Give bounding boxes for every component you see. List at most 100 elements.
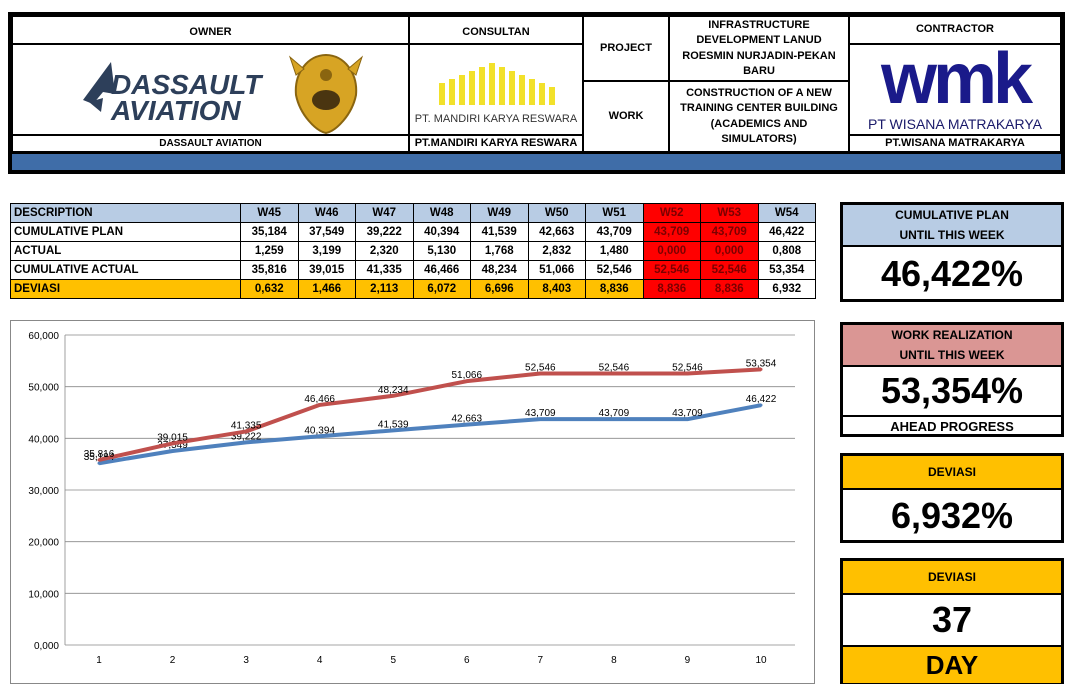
contractor-logo-area: wmk PT WISANA MATRAKARYA bbox=[849, 39, 1061, 135]
y-tick-label: 10,000 bbox=[28, 589, 59, 600]
table-cell: 52,546 bbox=[585, 260, 644, 280]
week-header: W49 bbox=[470, 203, 529, 223]
table-cell: 1,768 bbox=[470, 241, 529, 261]
table-cell: 6,696 bbox=[470, 279, 529, 299]
row-label: ACTUAL bbox=[10, 241, 241, 261]
table-cell: 0,000 bbox=[700, 241, 759, 261]
table-row-cumulative-actual: CUMULATIVE ACTUAL 35,816 39,015 41,335 4… bbox=[10, 260, 816, 280]
table-cell: 37,549 bbox=[297, 222, 356, 242]
x-tick-label: 5 bbox=[390, 655, 396, 666]
data-label-plan: 42,663 bbox=[451, 414, 482, 425]
air-force-emblem-icon bbox=[288, 53, 364, 135]
data-point-plan bbox=[685, 417, 689, 421]
plan-card-title: CUMULATIVE PLAN UNTIL THIS WEEK bbox=[843, 205, 1061, 247]
progress-chart: 0,000 10,000 20,000 30,000 40,000 50,000 60,00… bbox=[10, 320, 815, 684]
work-card-status: AHEAD PROGRESS bbox=[890, 419, 1014, 434]
work-card-title-line1: WORK REALIZATION bbox=[891, 328, 1013, 342]
days-card-value: 37 bbox=[843, 595, 1061, 647]
table-cell: 35,816 bbox=[240, 260, 299, 280]
table-cell: 43,709 bbox=[642, 222, 701, 242]
table-cell: 5,130 bbox=[412, 241, 471, 261]
data-point-actual bbox=[171, 441, 175, 445]
data-label-actual: 51,066 bbox=[451, 370, 482, 381]
table-header-description: DESCRIPTION bbox=[10, 203, 241, 223]
week-header-highlight: W53 bbox=[700, 203, 759, 223]
data-label-plan: 37,549 bbox=[157, 440, 188, 451]
data-point-plan bbox=[171, 449, 175, 453]
table-cell: 52,546 bbox=[642, 260, 701, 280]
table-cell: 2,832 bbox=[527, 241, 586, 261]
progress-line-chart: 0,000 10,000 20,000 30,000 40,000 50,000 60,00… bbox=[28, 331, 795, 666]
days-card-title: DEVIASI bbox=[843, 561, 1061, 595]
header-divider-bar bbox=[12, 152, 1061, 170]
data-point-plan bbox=[538, 417, 542, 421]
x-tick-label: 1 bbox=[96, 655, 102, 666]
work-card-title: WORK REALIZATION UNTIL THIS WEEK bbox=[843, 325, 1061, 367]
y-tick-label: 20,000 bbox=[28, 538, 59, 549]
project-label: PROJECT bbox=[583, 16, 669, 81]
data-point-actual bbox=[538, 372, 542, 376]
data-point-actual bbox=[465, 379, 469, 383]
data-label-plan: 46,422 bbox=[746, 394, 777, 405]
series-line-plan bbox=[98, 403, 762, 466]
table-cell: 40,394 bbox=[412, 222, 471, 242]
week-header: W45 bbox=[240, 203, 299, 223]
data-point-plan bbox=[391, 428, 395, 432]
table-cell: 41,539 bbox=[470, 222, 529, 242]
consultant-logo-text: PT. MANDIRI KARYA RESWARA bbox=[414, 113, 578, 125]
data-point-actual bbox=[97, 458, 101, 462]
data-label-actual: 52,546 bbox=[672, 363, 703, 374]
table-row-actual: ACTUAL 1,259 3,199 2,320 5,130 1,768 2,8… bbox=[10, 241, 816, 261]
row-label: CUMULATIVE ACTUAL bbox=[10, 260, 241, 280]
table-cell: 2,113 bbox=[355, 279, 414, 299]
table-cell: 0,000 bbox=[642, 241, 701, 261]
data-label-plan: 39,222 bbox=[231, 431, 262, 442]
table-cell: 3,199 bbox=[297, 241, 356, 261]
x-tick-label: 4 bbox=[317, 655, 323, 666]
x-tick-label: 6 bbox=[464, 655, 470, 666]
data-label-plan: 43,709 bbox=[672, 408, 703, 419]
week-header: W54 bbox=[757, 203, 816, 223]
y-tick-label: 60,000 bbox=[28, 331, 59, 342]
data-label-plan: 35,184 bbox=[84, 452, 115, 463]
table-cell: 53,354 bbox=[757, 260, 816, 280]
table-cell: 46,466 bbox=[412, 260, 471, 280]
owner-footer: DASSAULT AVIATION bbox=[12, 135, 409, 152]
plan-card-title-line2: UNTIL THIS WEEK bbox=[899, 228, 1005, 242]
data-point-actual bbox=[244, 429, 248, 433]
consultant-footer: PT.MANDIRI KARYA RESWARA bbox=[409, 135, 583, 152]
deviasi-days-card: DEVIASI 37 DAY bbox=[840, 558, 1064, 684]
data-label-actual: 52,546 bbox=[525, 363, 556, 374]
x-tick-label: 8 bbox=[611, 655, 617, 666]
table-cell: 6,932 bbox=[757, 279, 816, 299]
work-card-title-line2: UNTIL THIS WEEK bbox=[899, 348, 1005, 362]
x-tick-label: 7 bbox=[538, 655, 544, 666]
data-label-plan: 43,709 bbox=[525, 408, 556, 419]
table-cell: 8,836 bbox=[585, 279, 644, 299]
table-row-cumulative-plan: CUMULATIVE PLAN 35,184 37,549 39,222 40,… bbox=[10, 222, 816, 242]
mandiri-building-logo-icon bbox=[439, 63, 555, 105]
table-cell: 1,259 bbox=[240, 241, 299, 261]
table-cell: 39,222 bbox=[355, 222, 414, 242]
data-point-plan bbox=[465, 423, 469, 427]
owner-logo-area: DASSAULT AVIATION bbox=[12, 44, 409, 135]
table-cell: 43,709 bbox=[585, 222, 644, 242]
table-cell: 35,184 bbox=[240, 222, 299, 242]
table-cell: 46,422 bbox=[757, 222, 816, 242]
table-cell: 8,836 bbox=[700, 279, 759, 299]
work-card-value: 53,354% bbox=[843, 367, 1061, 417]
x-tick-label: 3 bbox=[243, 655, 249, 666]
table-cell: 42,663 bbox=[527, 222, 586, 242]
contractor-logo-text: PT WISANA MATRAKARYA bbox=[867, 116, 1042, 132]
y-tick-label: 50,000 bbox=[28, 383, 59, 394]
consultant-title: CONSULTAN bbox=[409, 16, 583, 44]
week-header-highlight: W52 bbox=[642, 203, 701, 223]
contractor-title: CONTRACTOR bbox=[849, 16, 1061, 44]
y-tick-label: 30,000 bbox=[28, 486, 59, 497]
data-label-actual: 46,466 bbox=[304, 394, 335, 405]
deviasi-card: DEVIASI 6,932% bbox=[840, 453, 1064, 543]
dassault-logo-icon bbox=[83, 62, 115, 112]
y-tick-label: 0,000 bbox=[34, 641, 59, 652]
work-value: CONSTRUCTION OF A NEW TRAINING CENTER BU… bbox=[669, 81, 849, 152]
y-tick-label: 40,000 bbox=[28, 434, 59, 445]
